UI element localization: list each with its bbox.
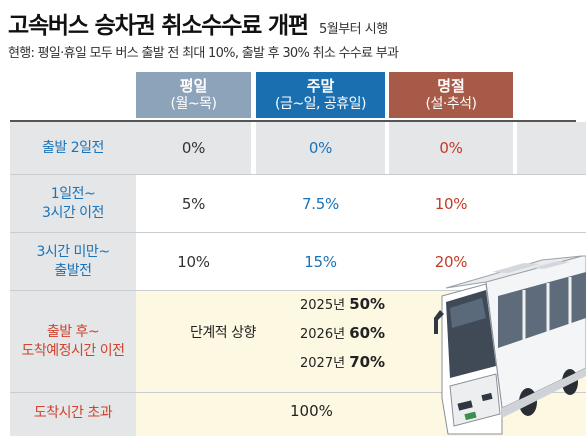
row-label-after-departure: 출발 후~ 도착예정시간 이전 bbox=[10, 291, 136, 392]
phase-year: 2026년 bbox=[300, 327, 346, 342]
fee-cell-weekend: 15% bbox=[304, 252, 337, 271]
row-label-1-day-to-3-hours: 1일전~ 3시간 이전 bbox=[10, 175, 136, 232]
phase-2026: 2026년 60% bbox=[300, 323, 385, 342]
fee-cell-weekend: 0% bbox=[308, 139, 333, 157]
phase-2027: 2027년 70% bbox=[300, 352, 385, 371]
row-label-line: 3시간 미만~ bbox=[36, 243, 110, 260]
effective-date-note: 5월부터 시행 bbox=[318, 22, 388, 37]
fee-cell-weekday: 10% bbox=[177, 252, 210, 271]
row-shade bbox=[136, 122, 251, 174]
phase-rate: 50% bbox=[349, 295, 386, 313]
phased-increase-label: 단계적 상향 bbox=[190, 325, 256, 341]
current-policy-note: 현행: 평일·휴일 모두 버스 출발 전 최대 10%, 출발 후 30% 취소… bbox=[8, 46, 399, 61]
fee-cell-after-arrival: 100% bbox=[290, 402, 333, 420]
row-label-2-days-before: 출발 2일전 bbox=[10, 122, 136, 174]
fee-cell-holiday: 0% bbox=[439, 139, 463, 157]
page-title: 고속버스 승차권 취소수수료 개편 bbox=[8, 13, 309, 39]
fee-cell-weekday: 5% bbox=[181, 194, 206, 213]
column-title: 평일 bbox=[179, 76, 208, 95]
fee-cell-weekend: 7.5% bbox=[302, 194, 339, 213]
phase-2025: 2025년 50% bbox=[300, 294, 385, 313]
phase-year: 2027년 bbox=[300, 356, 346, 371]
column-subtitle: (금~일, 공휴일) bbox=[275, 95, 366, 112]
column-header-holiday: 명절 (설·추석) bbox=[389, 72, 513, 118]
row-label-line: 도착예정시간 이전 bbox=[21, 342, 126, 359]
title-row: 고속버스 승차권 취소수수료 개편 5월부터 시행 bbox=[8, 6, 578, 40]
row-label-line: 1일전~ bbox=[50, 185, 96, 202]
fee-cell-weekday: 0% bbox=[181, 139, 206, 157]
row-label-line: 출발전 bbox=[54, 262, 92, 279]
phase-rate: 60% bbox=[349, 324, 386, 342]
row-label-line: 출발 2일전 bbox=[42, 139, 104, 156]
column-header-weekend: 주말 (금~일, 공휴일) bbox=[256, 72, 385, 118]
row-divider bbox=[10, 174, 586, 175]
column-subtitle: (설·추석) bbox=[425, 95, 477, 112]
row-shade bbox=[389, 122, 513, 174]
row-label-line: 3시간 이전 bbox=[42, 204, 104, 221]
row-divider bbox=[10, 392, 586, 393]
row-label-under-3-hours: 3시간 미만~ 출발전 bbox=[10, 233, 136, 290]
row-label-line: 출발 후~ bbox=[46, 323, 100, 340]
phase-rate: 70% bbox=[349, 353, 386, 371]
column-header-weekday: 평일 (월~목) bbox=[136, 72, 251, 118]
row-shade bbox=[517, 122, 586, 174]
row-label-line: 도착시간 초과 bbox=[33, 404, 113, 421]
row-label-after-arrival: 도착시간 초과 bbox=[10, 393, 136, 433]
column-title: 명절 bbox=[437, 76, 465, 95]
fee-cell-holiday: 20% bbox=[434, 252, 468, 271]
table-top-rule bbox=[10, 120, 576, 122]
row-divider bbox=[10, 290, 586, 291]
row-shade bbox=[256, 122, 385, 174]
phase-year: 2025년 bbox=[300, 298, 346, 313]
column-subtitle: (월~목) bbox=[170, 95, 217, 112]
fee-cell-holiday: 10% bbox=[434, 194, 468, 213]
row-divider bbox=[10, 232, 586, 233]
column-title: 주말 bbox=[306, 76, 335, 95]
bus-icon bbox=[434, 255, 586, 435]
